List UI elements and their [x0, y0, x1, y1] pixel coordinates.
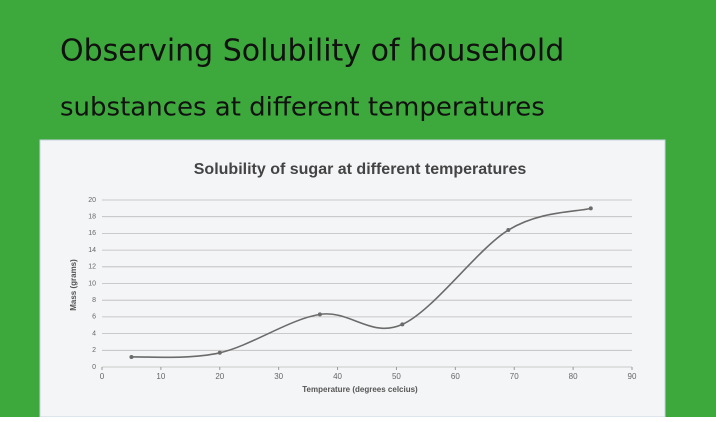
y-tick-label: 2	[92, 347, 96, 354]
y-tick-label: 20	[88, 197, 96, 204]
y-tick-label: 18	[88, 214, 96, 221]
y-axis-label: Mass (grams)	[69, 259, 78, 311]
x-tick-label: 80	[569, 372, 578, 381]
y-tick-label: 14	[88, 247, 96, 254]
x-tick-label: 10	[156, 372, 165, 381]
data-point	[129, 355, 133, 359]
y-tick-label: 10	[88, 280, 96, 287]
y-tick-label: 8	[92, 297, 96, 304]
data-point	[506, 228, 510, 232]
x-tick-label: 20	[215, 372, 224, 381]
data-point	[218, 351, 222, 355]
data-point	[589, 206, 593, 210]
x-tick-label: 40	[333, 372, 342, 381]
data-point	[400, 322, 404, 326]
x-tick-label: 30	[274, 372, 283, 381]
chart-title: Solubility of sugar at different tempera…	[194, 161, 527, 178]
x-tick-label: 60	[451, 372, 460, 381]
x-tick-label: 0	[100, 372, 105, 381]
x-tick-label: 70	[510, 372, 519, 381]
y-tick-label: 6	[92, 314, 96, 321]
y-tick-label: 16	[88, 230, 96, 237]
x-tick-label: 50	[392, 372, 401, 381]
data-point	[318, 312, 322, 316]
x-axis-label: Temperature (degrees celcius)	[302, 385, 418, 394]
heading-line: Observing Solubility of household	[60, 34, 564, 69]
y-tick-label: 12	[88, 264, 96, 271]
y-tick-label: 0	[92, 364, 96, 371]
poster: Observing Solubility of household substa…	[0, 0, 716, 417]
y-tick-label: 4	[92, 330, 96, 337]
heading-line: substances at different temperatures	[60, 93, 545, 123]
x-tick-label: 90	[628, 372, 637, 381]
